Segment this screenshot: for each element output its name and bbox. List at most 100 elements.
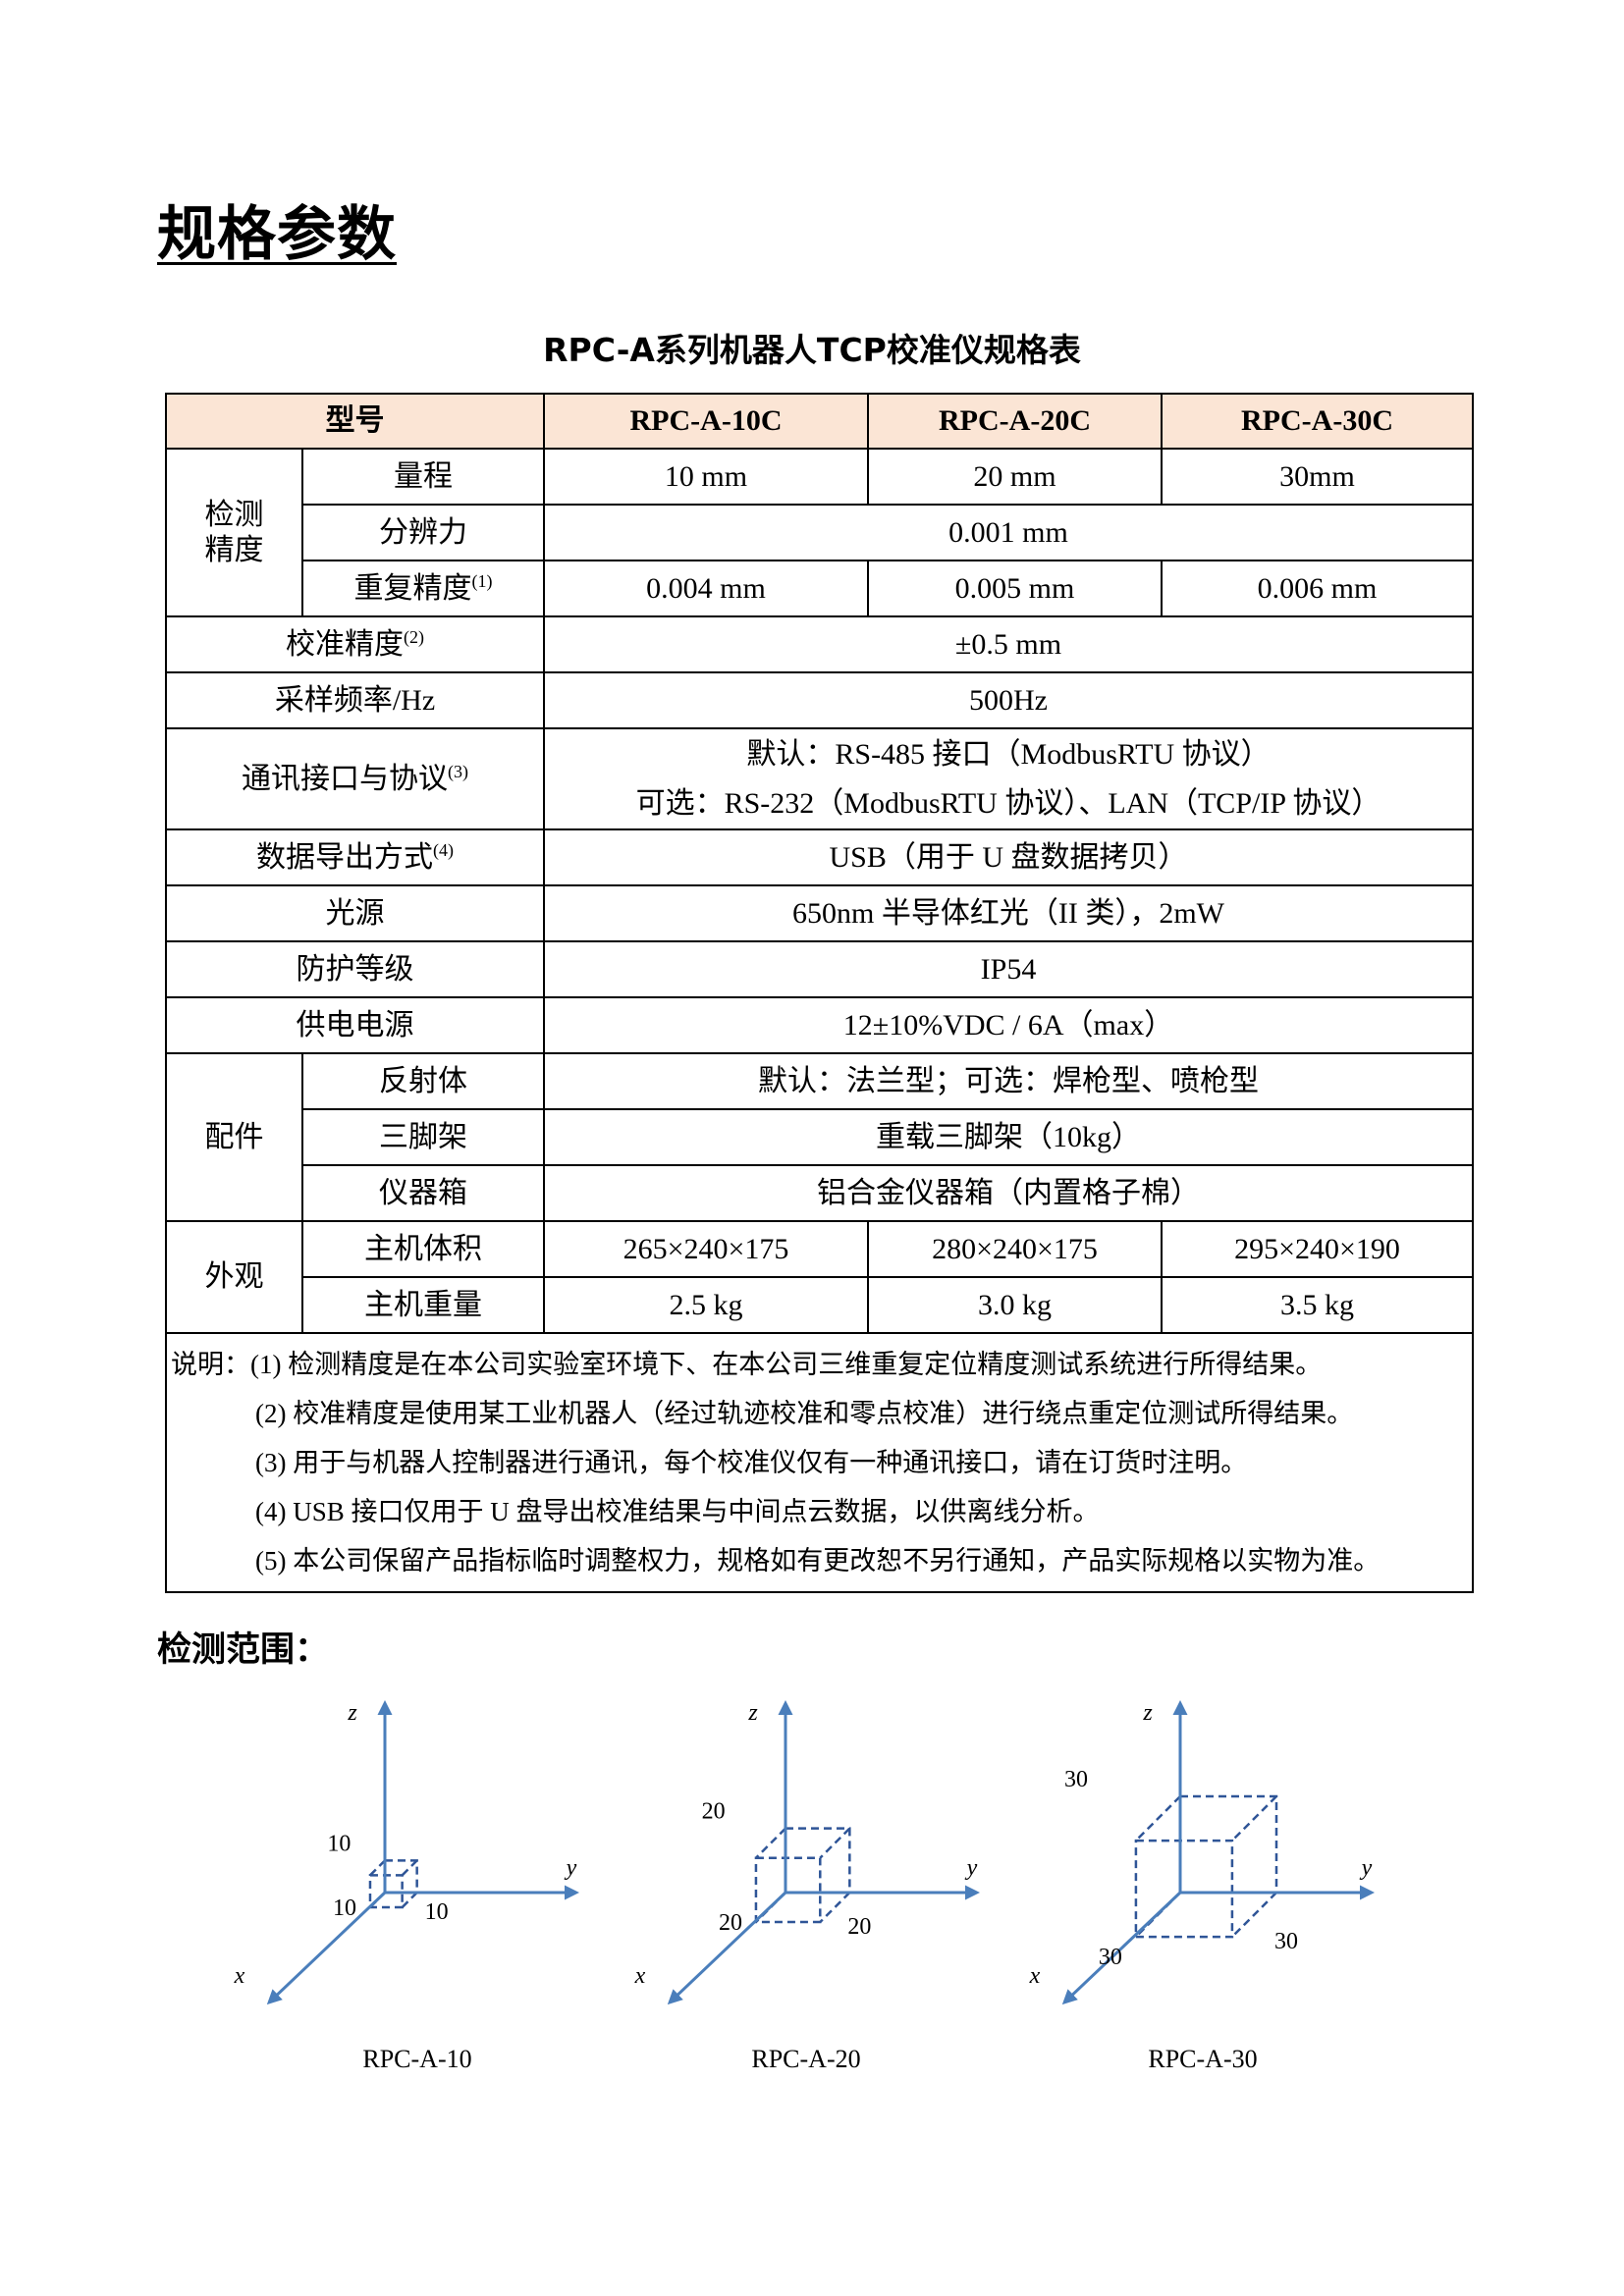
x-dimension-label: 20 bbox=[719, 1910, 742, 1936]
label-text: 通讯接口与协议 bbox=[242, 762, 448, 795]
table-row: 通讯接口与协议(3) 默认：RS-485 接口（ModbusRTU 协议） 可选… bbox=[165, 727, 1474, 830]
z-dimension-label: 10 bbox=[327, 1831, 351, 1856]
cube-edge bbox=[755, 1827, 786, 1859]
accessories-group: 配件 bbox=[165, 1052, 303, 1222]
table-row: 数据导出方式(4) USB（用于 U 盘数据拷贝） bbox=[165, 828, 1474, 886]
row-label: 量程 bbox=[301, 448, 545, 506]
cube-edge bbox=[819, 1892, 851, 1923]
cube-front-face bbox=[754, 1856, 822, 1924]
cell: 3.5 kg bbox=[1161, 1276, 1474, 1334]
cube-front-face bbox=[1134, 1839, 1234, 1939]
x-dimension-label: 10 bbox=[333, 1896, 356, 1921]
detection-group: 检测 精度 bbox=[165, 448, 303, 617]
cell: 0.001 mm bbox=[543, 504, 1474, 561]
cell: 默认：RS-485 接口（ModbusRTU 协议） 可选：RS-232（Mod… bbox=[543, 727, 1474, 830]
range-diagram: z y x 20 20 20 RPC-A-20 bbox=[634, 1700, 980, 2073]
table-row: 采样频率/Hz 500Hz bbox=[165, 671, 1474, 729]
cell: 30mm bbox=[1161, 448, 1474, 506]
cell: 280×240×175 bbox=[867, 1220, 1163, 1278]
header-model: RPC-A-20C bbox=[867, 393, 1163, 450]
diagram-caption: RPC-A-20 bbox=[751, 2045, 860, 2073]
cell: 265×240×175 bbox=[543, 1220, 869, 1278]
x-axis-label: x bbox=[1029, 1963, 1041, 1989]
y-axis-label: y bbox=[965, 1855, 978, 1881]
cube-edge bbox=[1231, 1795, 1277, 1842]
header-model: RPC-A-30C bbox=[1161, 393, 1474, 450]
z-dimension-label: 30 bbox=[1064, 1767, 1088, 1792]
cube-edge bbox=[401, 1859, 418, 1877]
cell: USB（用于 U 盘数据拷贝） bbox=[543, 828, 1474, 886]
x-axis-label: x bbox=[234, 1963, 245, 1989]
x-axis bbox=[1061, 1891, 1182, 2005]
table-row: 校准精度(2) ±0.5 mm bbox=[165, 615, 1474, 673]
spec-table: 型号 RPC-A-10C RPC-A-20C RPC-A-30C 检测 精度 量… bbox=[165, 393, 1474, 1593]
table-row: 主机重量 2.5 kg 3.0 kg 3.5 kg bbox=[166, 1276, 1474, 1334]
row-label: 三脚架 bbox=[301, 1108, 545, 1166]
row-label: 分辨力 bbox=[301, 504, 545, 561]
cube-edge bbox=[369, 1859, 386, 1877]
table-row: 防护等级 IP54 bbox=[165, 940, 1474, 998]
row-label: 校准精度(2) bbox=[165, 615, 545, 673]
z-axis-label: z bbox=[747, 1700, 758, 1726]
y-axis-label: y bbox=[1360, 1855, 1373, 1881]
cell: 295×240×190 bbox=[1161, 1220, 1474, 1278]
x-dimension-label: 30 bbox=[1099, 1945, 1122, 1970]
note-item: (2) 校准精度是使用某工业机器人（经过轨迹校准和零点校准）进行绕点重定位测试所… bbox=[255, 1399, 1354, 1428]
row-label: 仪器箱 bbox=[301, 1164, 545, 1222]
footnote-ref: (4) bbox=[433, 839, 454, 860]
table-row: 分辨力 0.001 mm bbox=[166, 504, 1474, 561]
notes-row: 说明：(1) 检测精度是在本公司实验室环境下、在本公司三维重复定位精度测试系统进… bbox=[165, 1332, 1474, 1593]
row-label: 通讯接口与协议(3) bbox=[165, 727, 545, 830]
row-label: 光源 bbox=[165, 884, 545, 942]
label-text: 数据导出方式 bbox=[256, 840, 433, 874]
cube-edge bbox=[1135, 1795, 1181, 1842]
label-text: 校准精度 bbox=[286, 627, 404, 661]
note-item: (3) 用于与机器人控制器进行通讯，每个校准仪仅有一种通讯接口，请在订货时注明。 bbox=[255, 1448, 1248, 1477]
z-axis-label: z bbox=[347, 1700, 357, 1726]
header-model: RPC-A-10C bbox=[543, 393, 869, 450]
comm-optional: 可选：RS-232（ModbusRTU 协议）、LAN（TCP/IP 协议） bbox=[635, 786, 1381, 820]
note-text: (1) 检测精度是在本公司实验室环境下、在本公司三维重复定位精度测试系统进行所得… bbox=[250, 1350, 1323, 1379]
table-row: 外观 主机体积 265×240×175 280×240×175 295×240×… bbox=[165, 1220, 1474, 1334]
y-dimension-label: 30 bbox=[1274, 1929, 1298, 1954]
diagram-caption: RPC-A-30 bbox=[1148, 2045, 1257, 2073]
range-diagram: z y x 30 30 30 RPC-A-30 bbox=[1029, 1700, 1375, 2073]
table-row: 配件 反射体 默认：法兰型；可选：焊枪型、喷枪型 bbox=[165, 1052, 1474, 1222]
note-item: 说明：(1) 检测精度是在本公司实验室环境下、在本公司三维重复定位精度测试系统进… bbox=[171, 1340, 1468, 1389]
cell: 10 mm bbox=[543, 448, 869, 506]
cube-edge bbox=[819, 1827, 851, 1859]
table-header-row: 型号 RPC-A-10C RPC-A-20C RPC-A-30C bbox=[165, 393, 1474, 450]
row-label: 采样频率/Hz bbox=[165, 671, 545, 729]
page-title: 规格参数 bbox=[157, 200, 397, 269]
x-axis bbox=[667, 1891, 787, 2005]
cell: 0.006 mm bbox=[1161, 560, 1474, 617]
cell: ±0.5 mm bbox=[543, 615, 1474, 673]
cell: 0.004 mm bbox=[543, 560, 869, 617]
table-row: 检测 精度 量程 10 mm 20 mm 30mm bbox=[165, 448, 1474, 617]
cell: 20 mm bbox=[867, 448, 1163, 506]
z-dimension-label: 20 bbox=[702, 1799, 726, 1825]
y-axis-label: y bbox=[565, 1855, 577, 1881]
table-title: RPC-A系列机器人TCP校准仪规格表 bbox=[543, 331, 1081, 369]
z-axis-label: z bbox=[1142, 1700, 1153, 1726]
table-row: 三脚架 重载三脚架（10kg） bbox=[166, 1108, 1474, 1166]
footnote-ref: (1) bbox=[471, 570, 493, 591]
row-label: 供电电源 bbox=[165, 996, 545, 1054]
x-axis-label: x bbox=[634, 1963, 646, 1989]
cell: IP54 bbox=[543, 940, 1474, 998]
table-row: 光源 650nm 半导体红光（II 类），2mW bbox=[165, 884, 1474, 942]
cell: 650nm 半导体红光（II 类），2mW bbox=[543, 884, 1474, 942]
x-axis bbox=[266, 1891, 387, 2005]
cell: 2.5 kg bbox=[543, 1276, 869, 1334]
appearance-group: 外观 bbox=[165, 1220, 303, 1334]
cell: 重载三脚架（10kg） bbox=[543, 1108, 1474, 1166]
notes-prefix: 说明： bbox=[171, 1350, 250, 1379]
table-row: 供电电源 12±10%VDC / 6A（max） bbox=[165, 996, 1474, 1054]
row-label: 重复精度(1) bbox=[301, 560, 545, 617]
notes: 说明：(1) 检测精度是在本公司实验室环境下、在本公司三维重复定位精度测试系统进… bbox=[165, 1332, 1474, 1593]
cell: 0.005 mm bbox=[867, 560, 1163, 617]
cell: 500Hz bbox=[543, 671, 1474, 729]
footnote-ref: (3) bbox=[448, 761, 468, 781]
table-row: 重复精度(1) 0.004 mm 0.005 mm 0.006 mm bbox=[166, 560, 1474, 617]
